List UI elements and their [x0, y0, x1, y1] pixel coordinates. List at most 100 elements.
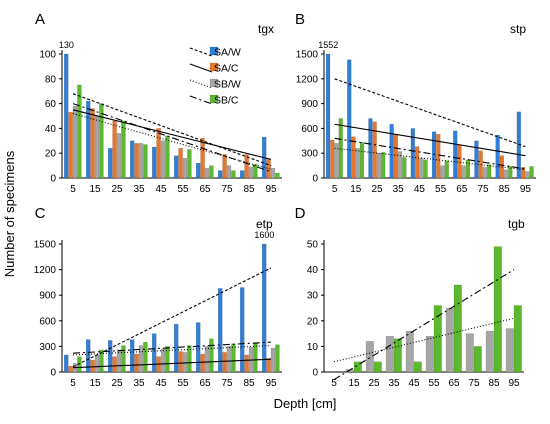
legend: SA/W SA/C SB/W SB/C	[189, 46, 241, 107]
legend-label: SB/C	[214, 95, 239, 107]
bar	[433, 305, 442, 373]
bar	[453, 284, 462, 373]
x-tick-label: 85	[243, 184, 255, 195]
x-tick-label: 75	[221, 184, 233, 195]
y-tick-label: 30	[307, 291, 319, 302]
x-tick-label: 65	[456, 184, 468, 195]
bar	[270, 347, 276, 373]
bar	[143, 341, 148, 373]
bar	[495, 134, 500, 179]
y-tick-label: 20	[45, 149, 57, 160]
bar	[173, 324, 179, 373]
x-tick-label: 5	[70, 378, 76, 389]
x-tick-label: 85	[488, 378, 500, 389]
x-tick-label: 15	[89, 184, 101, 195]
bar	[338, 118, 343, 179]
bar	[353, 361, 362, 373]
bar	[457, 144, 462, 179]
bar	[373, 361, 382, 373]
y-tick-label: 80	[45, 74, 57, 85]
y-tick-label: 1200	[296, 74, 319, 85]
bar	[275, 172, 280, 179]
x-tick-label: 35	[388, 378, 400, 389]
bar	[393, 338, 402, 373]
y-tick-label: 300	[39, 342, 56, 353]
bar	[478, 150, 483, 179]
bar	[112, 356, 117, 373]
bar	[513, 305, 522, 373]
bar	[85, 100, 91, 179]
bar	[473, 346, 482, 373]
x-tick-label: 55	[177, 378, 189, 389]
bar	[505, 328, 514, 373]
x-tick-label: 35	[133, 378, 145, 389]
bar	[398, 151, 403, 179]
bar	[200, 138, 205, 179]
bar	[226, 346, 232, 373]
legend-swatch	[209, 46, 219, 56]
trend-line	[72, 93, 272, 167]
bar	[138, 345, 144, 373]
trend-line	[72, 344, 272, 356]
bar	[266, 358, 271, 373]
bar	[72, 105, 78, 179]
y-tick-label: 20	[307, 316, 319, 327]
legend-label: SA/W	[214, 47, 241, 59]
bar-annotation: 1552	[318, 40, 338, 50]
bar	[94, 115, 100, 179]
x-tick-label: 55	[428, 378, 440, 389]
bar	[419, 157, 424, 179]
x-tick-label: 45	[408, 378, 420, 389]
bar	[200, 353, 205, 373]
y-tick-label: 300	[301, 149, 318, 160]
bar	[405, 330, 414, 373]
bar	[347, 59, 352, 179]
x-tick-label: 35	[133, 184, 145, 195]
bar	[187, 149, 192, 179]
bar	[182, 352, 188, 373]
panel-tag: tgx	[258, 22, 274, 36]
x-tick-label: 5	[331, 378, 337, 389]
bar	[129, 140, 135, 179]
bar	[244, 154, 249, 179]
bar	[485, 330, 494, 373]
bar	[325, 53, 331, 179]
bar	[160, 140, 166, 179]
bar	[266, 159, 271, 179]
legend-line-sample	[189, 95, 213, 105]
bar	[493, 246, 502, 373]
bar	[525, 171, 530, 179]
bar	[85, 339, 91, 373]
bar	[204, 167, 210, 179]
bar	[217, 170, 223, 179]
bar-annotation: 1600	[254, 230, 274, 240]
y-tick-label: 50	[307, 240, 319, 251]
bar	[244, 354, 249, 373]
legend-swatch	[209, 78, 219, 88]
x-tick-label: 25	[111, 378, 123, 389]
bar	[195, 322, 201, 373]
bar	[165, 135, 170, 179]
bar	[465, 159, 471, 179]
y-tick-label: 10	[307, 342, 319, 353]
y-tick-label: 0	[312, 174, 318, 185]
x-tick-label: 85	[243, 378, 255, 389]
legend-label: SA/C	[214, 63, 239, 75]
bar	[262, 243, 267, 373]
x-tick-label: 75	[221, 378, 233, 389]
bar	[143, 144, 148, 179]
bar	[359, 142, 365, 179]
trend-line	[334, 147, 526, 171]
x-tick-label: 5	[332, 184, 338, 195]
y-tick-label: 100	[39, 50, 56, 61]
bar	[334, 143, 339, 179]
bar	[99, 103, 104, 179]
bar	[156, 128, 161, 179]
bar	[182, 157, 188, 179]
bar	[151, 146, 157, 179]
y-tick-label: 40	[45, 124, 57, 135]
